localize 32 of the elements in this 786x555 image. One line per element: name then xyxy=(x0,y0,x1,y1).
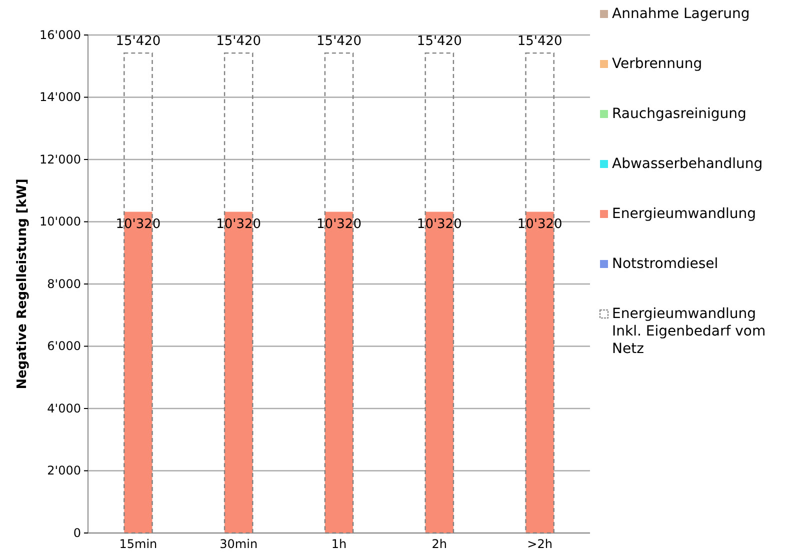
data-label: 10'320 xyxy=(316,216,362,232)
data-label: 10'320 xyxy=(517,216,562,232)
y-tick-label: 8'000 xyxy=(47,276,81,291)
y-tick-label: 6'000 xyxy=(47,339,81,354)
x-tick-label: 15min xyxy=(119,537,158,551)
legend-label: Energieumwandlung xyxy=(612,206,756,222)
y-tick-label: 2'000 xyxy=(47,464,81,478)
data-label: 15'420 xyxy=(517,34,562,50)
y-tick-label: 12'000 xyxy=(40,152,81,166)
y-axis-title: Negative Regelleistung [kW] xyxy=(15,178,30,390)
legend-label: Notstromdiesel xyxy=(612,256,718,272)
y-tick-label: 0 xyxy=(73,526,81,540)
x-tick-label: 30min xyxy=(220,537,258,551)
data-label: 15'420 xyxy=(116,34,161,50)
legend-label: Energieumwandlung Inkl. Eigenbedarf vom Netz xyxy=(612,306,766,357)
legend-label: Verbrennung xyxy=(612,56,702,72)
y-tick-label: 16'000 xyxy=(40,28,81,42)
data-label: 10'320 xyxy=(216,216,262,232)
data-label: 15'420 xyxy=(216,34,262,50)
y-tick-label: 10'000 xyxy=(40,214,81,229)
y-tick-label: 14'000 xyxy=(40,90,81,104)
data-label: 15'420 xyxy=(316,34,362,50)
legend-label: Annahme Lagerung xyxy=(612,6,750,22)
data-label: 15'420 xyxy=(416,34,462,50)
x-tick-label: 1h xyxy=(331,537,347,551)
x-tick-label: >2h xyxy=(527,537,552,551)
legend-label: Abwasserbehandlung xyxy=(612,156,763,172)
legend-label: Rauchgasreinigung xyxy=(612,106,746,122)
x-tick-label: 2h xyxy=(432,537,448,551)
data-label: 10'320 xyxy=(116,216,161,232)
data-label: 10'320 xyxy=(416,216,462,232)
y-tick-label: 4'000 xyxy=(47,401,81,416)
